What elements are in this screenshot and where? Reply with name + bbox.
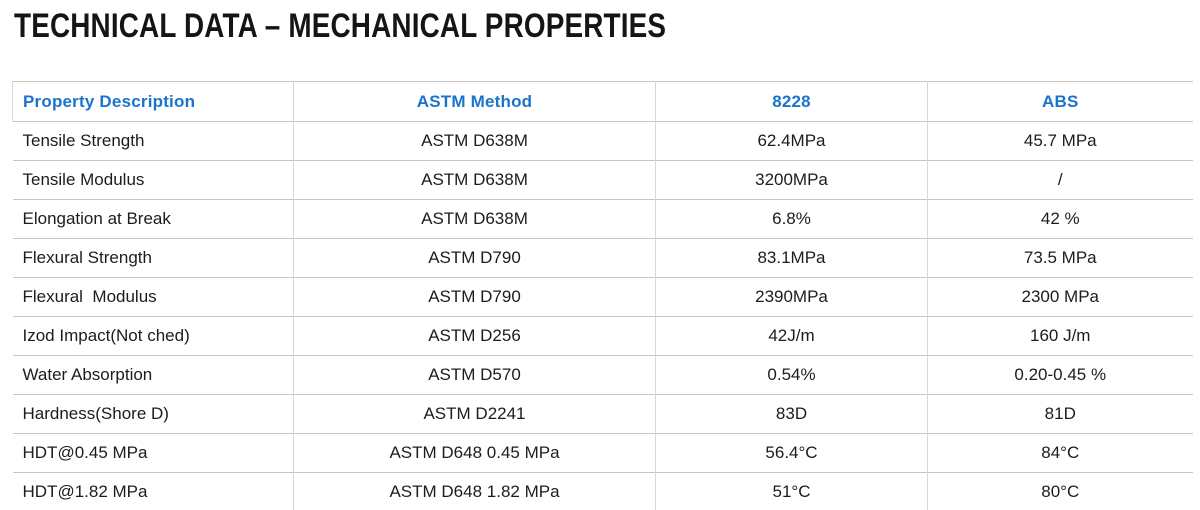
astm-method-cell: ASTM D638M <box>293 121 656 161</box>
value-8228-cell: 2390MPa <box>655 277 928 317</box>
table-container: Property Description ASTM Method 8228 AB… <box>12 81 1193 510</box>
property-cell: Water Absorption <box>22 365 153 384</box>
value-8228-cell: 42J/m <box>655 316 928 356</box>
astm-method-cell: ASTM D638M <box>293 160 656 200</box>
column-header-property-description: Property Description <box>12 81 294 122</box>
value-abs-cell: 73.5 MPa <box>927 238 1193 278</box>
table-row: HDT@1.82 MPa ASTM D648 1.82 MPa 51°C 80°… <box>12 472 1193 510</box>
astm-method-cell: ASTM D790 <box>293 277 656 317</box>
property-cell: HDT@1.82 MPa <box>22 482 148 501</box>
astm-method-cell: ASTM D648 0.45 MPa <box>293 433 656 473</box>
property-cell: Izod Impact(Not ched) <box>22 326 190 345</box>
value-abs-cell: 84°C <box>927 433 1193 473</box>
property-cell: Flexural Modulus <box>22 287 157 306</box>
table-row: Izod Impact(Not ched) ASTM D256 42J/m 16… <box>12 316 1193 356</box>
value-abs-cell: 160 J/m <box>927 316 1193 356</box>
astm-method-cell: ASTM D648 1.82 MPa <box>293 472 656 510</box>
property-cell: Flexural Strength <box>22 248 152 267</box>
table-row: Flexural Strength ASTM D790 83.1MPa 73.5… <box>12 238 1193 278</box>
column-header-abs: ABS <box>927 81 1193 122</box>
value-abs-cell: 45.7 MPa <box>927 121 1193 161</box>
column-header-astm-method: ASTM Method <box>293 81 656 122</box>
astm-method-cell: ASTM D2241 <box>293 394 656 434</box>
property-cell: Hardness(Shore D) <box>22 404 169 423</box>
value-8228-cell: 3200MPa <box>655 160 928 200</box>
value-8228-cell: 83D <box>655 394 928 434</box>
astm-method-cell: ASTM D570 <box>293 355 656 395</box>
astm-method-cell: ASTM D256 <box>293 316 656 356</box>
table-row: Water Absorption ASTM D570 0.54% 0.20-0.… <box>12 355 1193 395</box>
mechanical-properties-table: Property Description ASTM Method 8228 AB… <box>12 81 1193 510</box>
value-abs-cell: 0.20-0.45 % <box>927 355 1193 395</box>
property-cell: Elongation at Break <box>22 209 171 228</box>
table-row: HDT@0.45 MPa ASTM D648 0.45 MPa 56.4°C 8… <box>12 433 1193 473</box>
value-abs-cell: / <box>927 160 1193 200</box>
property-cell: Tensile Modulus <box>22 170 145 189</box>
property-cell: HDT@0.45 MPa <box>22 443 148 462</box>
value-abs-cell: 2300 MPa <box>927 277 1193 317</box>
value-abs-cell: 81D <box>927 394 1193 434</box>
value-8228-cell: 62.4MPa <box>655 121 928 161</box>
table-row: Tensile Strength ASTM D638M 62.4MPa 45.7… <box>12 121 1193 161</box>
value-8228-cell: 51°C <box>655 472 928 510</box>
table-row: Flexural Modulus ASTM D790 2390MPa 2300 … <box>12 277 1193 317</box>
value-8228-cell: 56.4°C <box>655 433 928 473</box>
table-row: Elongation at Break ASTM D638M 6.8% 42 % <box>12 199 1193 239</box>
astm-method-cell: ASTM D790 <box>293 238 656 278</box>
table-header-row: Property Description ASTM Method 8228 AB… <box>12 81 1193 122</box>
table-row: Hardness(Shore D) ASTM D2241 83D 81D <box>12 394 1193 434</box>
table-row: Tensile Modulus ASTM D638M 3200MPa / <box>12 160 1193 200</box>
value-abs-cell: 42 % <box>927 199 1193 239</box>
value-8228-cell: 6.8% <box>655 199 928 239</box>
value-abs-cell: 80°C <box>927 472 1193 510</box>
table-body: Tensile Strength ASTM D638M 62.4MPa 45.7… <box>12 121 1193 510</box>
property-cell: Tensile Strength <box>22 131 145 150</box>
value-8228-cell: 0.54% <box>655 355 928 395</box>
astm-method-cell: ASTM D638M <box>293 199 656 239</box>
column-header-8228: 8228 <box>655 81 928 122</box>
page-title: TECHNICAL DATA – MECHANICAL PROPERTIES <box>14 7 667 45</box>
value-8228-cell: 83.1MPa <box>655 238 928 278</box>
